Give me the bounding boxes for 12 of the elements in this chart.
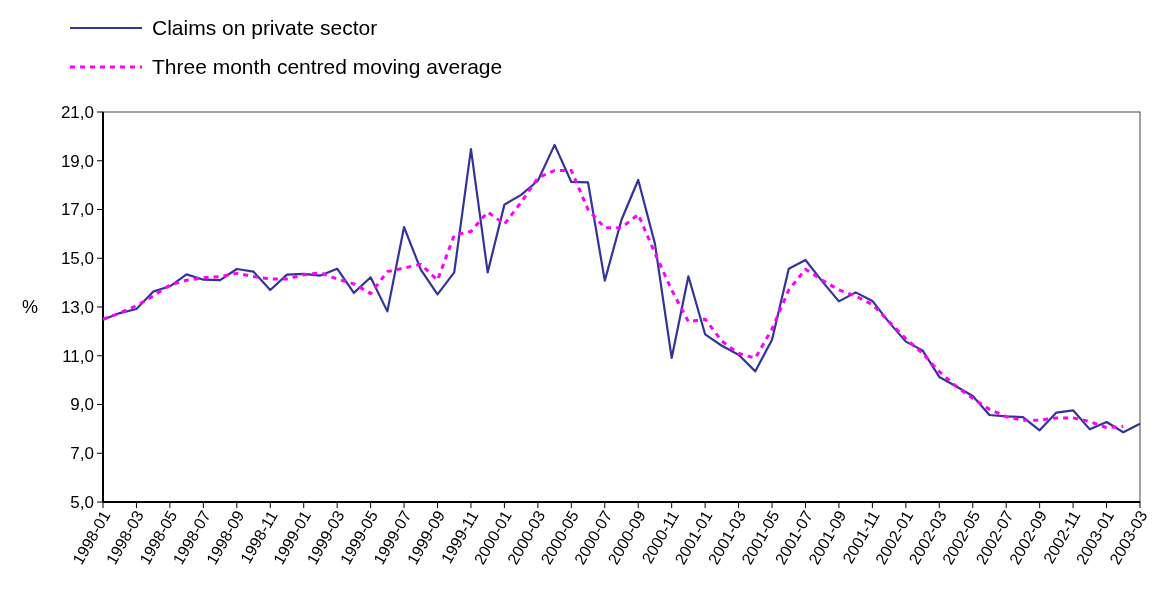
legend-label: Three month centred moving average [152, 55, 503, 79]
y-tick-label: 11,0 [62, 346, 94, 366]
y-tick-label: 9,0 [70, 395, 94, 415]
y-tick-label: 13,0 [60, 297, 94, 317]
legend-label: Claims on private sector [152, 16, 378, 40]
y-tick-label: 21,0 [60, 102, 94, 122]
y-tick-label: 7,0 [70, 444, 94, 464]
y-tick-label: 5,0 [70, 492, 94, 512]
y-tick-label: 17,0 [60, 200, 94, 220]
y-axis-title: % [22, 297, 39, 318]
y-tick-label: 15,0 [60, 249, 94, 269]
y-tick-label: 19,0 [60, 151, 94, 171]
